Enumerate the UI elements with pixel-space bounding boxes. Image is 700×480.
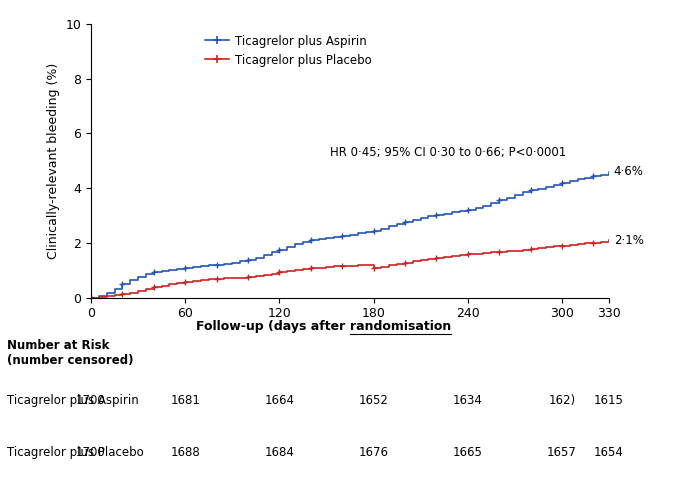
Text: 1657: 1657 bbox=[547, 446, 577, 459]
Text: HR 0·45; 95% CI 0·30 to 0·66; P<0·0001: HR 0·45; 95% CI 0·30 to 0·66; P<0·0001 bbox=[330, 146, 566, 159]
Text: 1665: 1665 bbox=[453, 446, 483, 459]
Y-axis label: Clinically-relevant bleeding (%): Clinically-relevant bleeding (%) bbox=[47, 63, 60, 259]
Text: 1700: 1700 bbox=[76, 394, 106, 407]
Text: 1634: 1634 bbox=[453, 394, 483, 407]
Text: randomisation: randomisation bbox=[350, 320, 452, 333]
Text: 1652: 1652 bbox=[358, 394, 389, 407]
Text: 1700: 1700 bbox=[76, 446, 106, 459]
Text: 1684: 1684 bbox=[265, 446, 294, 459]
Legend: Ticagrelor plus Aspirin, Ticagrelor plus Placebo: Ticagrelor plus Aspirin, Ticagrelor plus… bbox=[200, 30, 376, 71]
Text: Follow-up (days after: Follow-up (days after bbox=[197, 320, 350, 333]
Text: 1664: 1664 bbox=[265, 394, 295, 407]
Text: Number at Risk
(number censored): Number at Risk (number censored) bbox=[7, 339, 134, 367]
Text: 1676: 1676 bbox=[358, 446, 389, 459]
Text: 1615: 1615 bbox=[594, 394, 624, 407]
Text: 2·1%: 2·1% bbox=[614, 234, 643, 247]
Text: 162): 162) bbox=[548, 394, 575, 407]
Text: 1688: 1688 bbox=[170, 446, 200, 459]
Text: Ticagrelor plus Placebo: Ticagrelor plus Placebo bbox=[7, 446, 143, 459]
Text: 4·6%: 4·6% bbox=[614, 165, 643, 178]
Text: 1654: 1654 bbox=[594, 446, 624, 459]
Text: Ticagrelor plus Aspirin: Ticagrelor plus Aspirin bbox=[7, 394, 139, 407]
Text: 1681: 1681 bbox=[170, 394, 200, 407]
